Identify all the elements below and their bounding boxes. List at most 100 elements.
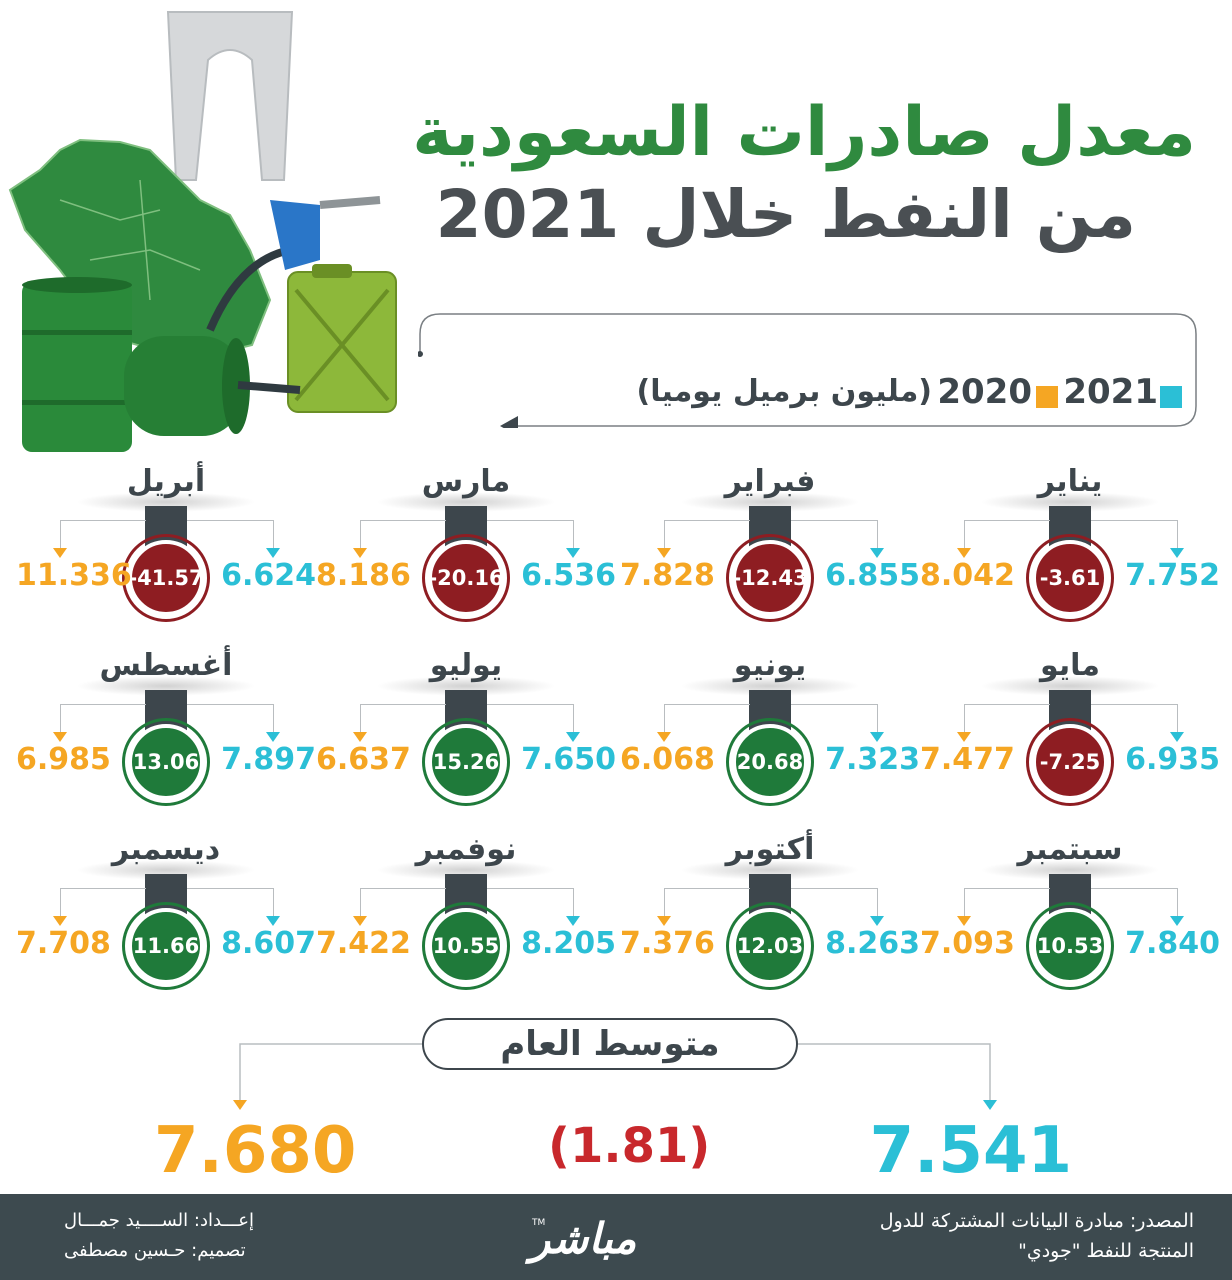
average-pill xyxy=(422,1018,798,1070)
connector-drop-2020 xyxy=(60,520,61,548)
source-line-2: المنتجة للنفط "جودي" xyxy=(1018,1240,1194,1262)
unit-label: (مليون برميل يوميا) xyxy=(636,374,932,409)
arrow-2021-icon xyxy=(1170,916,1184,926)
connector-drop-2021 xyxy=(877,520,878,548)
arrow-2021-icon xyxy=(266,732,280,742)
average-2020-value: 7.680 xyxy=(154,1114,357,1188)
connector-drop-2020 xyxy=(360,704,361,732)
average-connector xyxy=(233,1043,997,1110)
value-2021: 7.650 xyxy=(521,742,616,777)
change-badge: -41.57 xyxy=(128,540,204,616)
connector-line-2020 xyxy=(360,888,446,889)
change-ring xyxy=(726,718,814,806)
change-ring xyxy=(122,718,210,806)
month-cell: ديسمبر 11.66 8.607 7.708 xyxy=(16,830,316,1005)
connector-drop-2020 xyxy=(964,888,965,916)
connector-drop-2021 xyxy=(273,704,274,732)
connector-line-2021 xyxy=(1091,520,1177,521)
trademark-mark: TM xyxy=(532,1218,546,1228)
value-2021: 6.935 xyxy=(1125,742,1220,777)
month-shadow xyxy=(980,676,1160,696)
month-shadow xyxy=(376,676,556,696)
legend-2021: 2021 xyxy=(1063,372,1158,412)
connector-drop-2021 xyxy=(273,520,274,548)
change-badge: 15.26 xyxy=(428,724,504,800)
change-badge: -7.25 xyxy=(1032,724,1108,800)
connector-line-2020 xyxy=(360,704,446,705)
arrow-2020-icon xyxy=(657,548,671,558)
value-2020: 7.376 xyxy=(620,926,715,961)
connector-drop-2021 xyxy=(877,704,878,732)
value-2020: 7.477 xyxy=(920,742,1015,777)
connector-line-2021 xyxy=(1091,704,1177,705)
value-2021: 8.205 xyxy=(521,926,616,961)
value-2020: 11.336 xyxy=(16,558,132,593)
connector-line-2021 xyxy=(187,520,273,521)
arrow-2020-icon xyxy=(353,548,367,558)
month-cell: سبتمبر 10.53 7.840 7.093 xyxy=(920,830,1220,1005)
arrow-2021-icon xyxy=(870,916,884,926)
arrow-2021-icon xyxy=(870,548,884,558)
arrow-2021-icon xyxy=(566,732,580,742)
page-subtitle: من النفط خلال 2021 xyxy=(435,176,1136,253)
connector-line-2020 xyxy=(664,520,750,521)
average-change-value: (1.81) xyxy=(548,1118,711,1174)
arrow-2020-icon xyxy=(957,916,971,926)
value-2021: 7.752 xyxy=(1125,558,1220,593)
arrow-2020-icon xyxy=(53,916,67,926)
footer-bar xyxy=(0,1194,1232,1280)
value-2020: 7.093 xyxy=(920,926,1015,961)
value-2021: 7.840 xyxy=(1125,926,1220,961)
change-ring xyxy=(122,902,210,990)
connector-line-2020 xyxy=(60,704,146,705)
month-name: يونيو xyxy=(733,648,807,683)
connector-line-2020 xyxy=(964,520,1050,521)
month-shadow xyxy=(76,860,256,880)
value-2020: 7.708 xyxy=(16,926,111,961)
arrow-2020-icon xyxy=(657,916,671,926)
change-badge: 20.68 xyxy=(732,724,808,800)
month-shadow xyxy=(980,492,1160,512)
change-ring xyxy=(1026,902,1114,990)
arrow-2020-icon xyxy=(957,548,971,558)
change-badge: -20.16 xyxy=(428,540,504,616)
average-2021-value: 7.541 xyxy=(869,1114,1072,1188)
connector-line-2021 xyxy=(187,888,273,889)
month-name: مارس xyxy=(421,464,511,499)
value-2020: 6.985 xyxy=(16,742,111,777)
connector-drop-2020 xyxy=(664,888,665,916)
value-2020: 7.422 xyxy=(316,926,411,961)
month-name: ديسمبر xyxy=(111,832,221,867)
month-name: نوفمبر xyxy=(415,832,517,867)
month-cell: فبراير -12.43 6.855 7.828 xyxy=(620,462,920,637)
change-ring xyxy=(1026,534,1114,622)
change-badge: -12.43 xyxy=(732,540,808,616)
month-cell: نوفمبر 10.55 8.205 7.422 xyxy=(316,830,616,1005)
prepared-by: إعـــداد: الســــيد جمـــال xyxy=(64,1210,254,1231)
arrow-2020-icon xyxy=(957,732,971,742)
month-shadow xyxy=(76,676,256,696)
connector-line-2021 xyxy=(791,704,877,705)
connector-line-2021 xyxy=(791,520,877,521)
change-badge: -3.61 xyxy=(1032,540,1108,616)
average-title: متوسط العام xyxy=(500,1024,720,1064)
month-cell: أكتوبر 12.03 8.263 7.376 xyxy=(620,830,920,1005)
connector-drop-2021 xyxy=(877,888,878,916)
designed-by: تصميم: حـسين مصطفى xyxy=(64,1240,246,1261)
change-badge: 12.03 xyxy=(732,908,808,984)
connector-line-2021 xyxy=(791,888,877,889)
legend-2020: 2020 xyxy=(937,372,1032,412)
month-shadow xyxy=(376,860,556,880)
value-2020: 8.042 xyxy=(920,558,1015,593)
connector-drop-2020 xyxy=(664,704,665,732)
change-ring xyxy=(1026,718,1114,806)
arrow-2020-icon xyxy=(353,916,367,926)
value-2021: 7.323 xyxy=(825,742,920,777)
connector-line-2021 xyxy=(187,704,273,705)
month-name: يناير xyxy=(1037,464,1103,499)
connector-drop-2021 xyxy=(1177,704,1178,732)
arrow-2021-icon xyxy=(870,732,884,742)
month-name: فبراير xyxy=(724,464,816,499)
arrow-2020-icon xyxy=(657,732,671,742)
change-badge: 13.06 xyxy=(128,724,204,800)
